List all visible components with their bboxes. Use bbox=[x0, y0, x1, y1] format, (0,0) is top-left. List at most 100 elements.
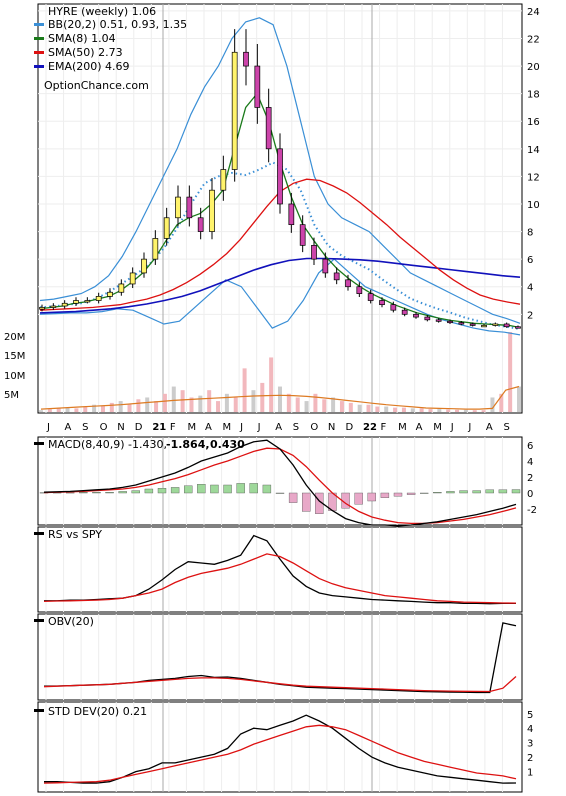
volume-bar bbox=[83, 406, 88, 412]
x-tick-label: J bbox=[46, 422, 50, 433]
volume-bar bbox=[224, 393, 229, 412]
macd-histogram-bar bbox=[262, 484, 272, 494]
stddev-tick-label: 5 bbox=[527, 710, 533, 721]
y-tick-label: 14 bbox=[527, 145, 540, 156]
macd-histogram-bar bbox=[511, 489, 521, 494]
x-tick-label: N bbox=[328, 422, 335, 433]
x-tick-label: J bbox=[450, 422, 454, 433]
volume-bar bbox=[348, 402, 353, 412]
stddev-tick-label: 1 bbox=[527, 768, 533, 779]
volume-bar bbox=[162, 393, 167, 412]
macd-histogram-bar bbox=[459, 490, 468, 494]
candle-body bbox=[107, 291, 113, 297]
candle-body bbox=[141, 258, 147, 274]
macd-tick-label: 2 bbox=[527, 473, 533, 484]
volume-bar bbox=[339, 401, 344, 412]
x-tick-label: M bbox=[433, 422, 442, 433]
macd-histogram-bar bbox=[420, 492, 429, 494]
volume-bar bbox=[401, 407, 406, 412]
x-tick-label: J bbox=[239, 422, 243, 433]
x-tick-label: S bbox=[82, 422, 88, 433]
x-tick-label: A bbox=[65, 422, 72, 433]
macd-histogram-bar bbox=[249, 483, 258, 494]
y-tick-label: 8 bbox=[527, 228, 533, 239]
x-tick-label: F bbox=[381, 422, 387, 433]
x-tick-label: O bbox=[100, 422, 108, 433]
volume-bar bbox=[109, 402, 114, 412]
volume-bar bbox=[74, 408, 79, 412]
x-tick-label: J bbox=[467, 422, 471, 433]
candle-body bbox=[311, 245, 317, 260]
legend-swatch bbox=[34, 51, 44, 54]
candle-body bbox=[469, 323, 476, 326]
legend-swatch bbox=[34, 709, 44, 712]
macd-line bbox=[43, 439, 517, 527]
y-tick-label: 2 bbox=[527, 310, 533, 321]
candle-body bbox=[209, 189, 215, 232]
macd-histogram-bar bbox=[131, 490, 140, 494]
y-tick-label: 20 bbox=[527, 62, 540, 73]
bb-upper-line bbox=[39, 17, 521, 324]
macd-value-2: 0.430 bbox=[210, 438, 245, 451]
macd-histogram-bar bbox=[66, 492, 75, 494]
candle-body bbox=[231, 51, 238, 170]
volume-bar bbox=[260, 382, 265, 412]
legend-label: SMA(8) 1.04 bbox=[48, 32, 116, 45]
legend-label: EMA(200) 4.69 bbox=[48, 60, 130, 73]
macd-histogram-bar bbox=[433, 492, 442, 494]
x-tick-label: S bbox=[293, 422, 299, 433]
volume-bar bbox=[428, 409, 433, 412]
x-tick-label: A bbox=[486, 422, 493, 433]
volume-tick-label: 5M bbox=[4, 390, 19, 401]
volume-bar bbox=[189, 397, 194, 412]
volume-bar bbox=[171, 386, 176, 412]
volume-bar bbox=[499, 393, 504, 412]
macd-histogram-bar bbox=[197, 484, 206, 494]
candle-body bbox=[254, 65, 261, 108]
candle-body bbox=[39, 307, 45, 310]
macd-histogram-bar bbox=[288, 492, 298, 503]
macd-title: MACD(8,40,9) -1.430, bbox=[48, 438, 167, 451]
volume-bar bbox=[92, 404, 97, 412]
volume-bar bbox=[331, 397, 336, 412]
candle-body bbox=[390, 304, 397, 311]
volume-bar bbox=[384, 406, 389, 412]
volume-bar bbox=[216, 401, 221, 412]
volume-bar bbox=[233, 397, 238, 412]
macd-histogram-bar bbox=[144, 488, 154, 494]
volume-bar bbox=[286, 393, 291, 412]
candle-body bbox=[118, 283, 125, 293]
legend-swatch bbox=[34, 619, 44, 622]
volume-bar bbox=[490, 397, 495, 412]
rs-panel-series-1 bbox=[43, 553, 517, 604]
legend-swatch bbox=[34, 23, 44, 26]
volume-bar bbox=[251, 390, 256, 412]
candle-body bbox=[152, 238, 159, 260]
volume-bar bbox=[393, 407, 398, 412]
obv-title: OBV(20) bbox=[48, 615, 94, 628]
x-tick-label: S bbox=[503, 422, 509, 433]
macd-histogram-bar bbox=[485, 489, 494, 494]
x-tick-label: 22 bbox=[363, 422, 377, 433]
candle-body bbox=[175, 196, 181, 219]
volume-bar bbox=[56, 408, 61, 412]
y-tick-label: 24 bbox=[527, 7, 540, 18]
volume-bar bbox=[313, 393, 318, 412]
macd-histogram-bar bbox=[498, 489, 508, 494]
volume-bar bbox=[410, 408, 415, 412]
macd-panel bbox=[37, 436, 523, 526]
candle-body bbox=[129, 272, 136, 285]
candle-body bbox=[84, 300, 91, 303]
legend-swatch bbox=[34, 65, 44, 68]
macd-histogram-bar bbox=[210, 484, 219, 494]
macd-histogram-bar bbox=[380, 492, 390, 499]
volume-bar bbox=[295, 397, 300, 412]
x-tick-label: A bbox=[275, 422, 282, 433]
x-tick-label: 21 bbox=[152, 422, 166, 433]
macd-histogram-bar bbox=[79, 492, 88, 494]
volume-bar bbox=[278, 386, 282, 412]
legend-swatch bbox=[34, 532, 44, 535]
volume-bar bbox=[154, 401, 159, 412]
candle-body bbox=[481, 324, 487, 328]
volume-bar bbox=[118, 401, 123, 412]
